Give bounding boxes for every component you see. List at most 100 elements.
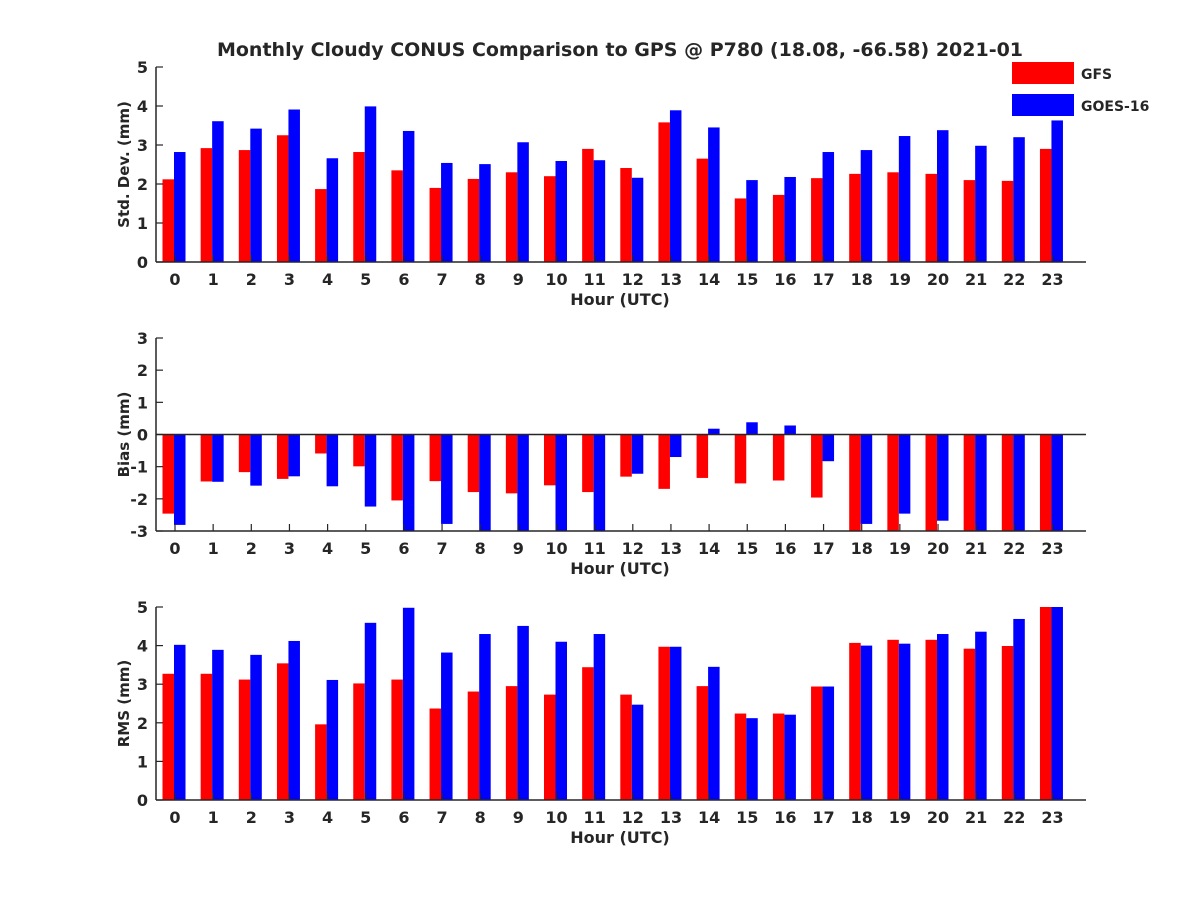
bar-goes-16-p0-h22 bbox=[1013, 137, 1025, 262]
x-tick-label: 18 bbox=[851, 808, 873, 827]
bar-goes-16-p2-h2 bbox=[250, 654, 262, 800]
bar-gfs-p1-h8 bbox=[467, 434, 480, 493]
y-tick-label: -1 bbox=[130, 458, 148, 477]
bar-goes-16-p1-h10 bbox=[555, 434, 567, 531]
x-axis-label: Hour (UTC) bbox=[570, 828, 670, 847]
x-tick-label: 20 bbox=[927, 539, 949, 558]
x-tick-label: 19 bbox=[889, 808, 911, 827]
x-tick-label: 4 bbox=[322, 539, 333, 558]
bar-gfs-p2-h5 bbox=[353, 683, 365, 800]
x-tick-label: 5 bbox=[360, 808, 371, 827]
bar-gfs-p0-h13 bbox=[658, 122, 670, 262]
bar-goes-16-p2-h11 bbox=[593, 634, 606, 800]
chart-title: Monthly Cloudy CONUS Comparison to GPS @… bbox=[217, 39, 1023, 61]
x-tick-label: 20 bbox=[927, 270, 949, 289]
bar-gfs-p1-h2 bbox=[238, 434, 251, 473]
legend-label-gfs: GFS bbox=[1081, 67, 1112, 83]
x-tick-label: 8 bbox=[475, 270, 486, 289]
bar-gfs-p0-h17 bbox=[811, 178, 823, 262]
x-tick-label: 13 bbox=[660, 539, 682, 558]
y-axis-label: Std. Dev. (mm) bbox=[115, 101, 133, 228]
x-tick-label: 10 bbox=[545, 270, 567, 289]
bar-gfs-p1-h5 bbox=[353, 434, 365, 467]
bar-gfs-p2-h4 bbox=[315, 724, 327, 800]
bar-gfs-p0-h1 bbox=[200, 148, 213, 262]
bar-goes-16-p0-h0 bbox=[174, 152, 186, 262]
x-tick-label: 21 bbox=[965, 808, 987, 827]
y-tick-label: 0 bbox=[137, 791, 148, 810]
bar-goes-16-p0-h10 bbox=[555, 160, 567, 262]
bar-goes-16-p1-h16 bbox=[784, 425, 796, 435]
x-tick-label: 16 bbox=[774, 539, 796, 558]
x-tick-label: 4 bbox=[322, 270, 333, 289]
y-tick-label: 5 bbox=[137, 58, 148, 77]
x-tick-label: 21 bbox=[965, 270, 987, 289]
bar-goes-16-p0-h4 bbox=[326, 158, 339, 262]
bar-goes-16-p2-h1 bbox=[212, 649, 224, 800]
bar-goes-16-p2-h19 bbox=[898, 643, 911, 800]
x-tick-label: 11 bbox=[584, 270, 606, 289]
bar-goes-16-p2-h22 bbox=[1013, 618, 1025, 800]
bar-goes-16-p1-h7 bbox=[441, 434, 453, 524]
bar-gfs-p1-h11 bbox=[582, 434, 594, 493]
bar-gfs-p2-h22 bbox=[1001, 645, 1014, 800]
bar-gfs-p0-h4 bbox=[315, 189, 327, 262]
bar-goes-16-p2-h6 bbox=[402, 607, 415, 800]
bar-gfs-p2-h13 bbox=[658, 646, 670, 800]
x-axis-label: Hour (UTC) bbox=[570, 559, 670, 578]
bar-gfs-p2-h16 bbox=[772, 713, 785, 800]
x-tick-label: 18 bbox=[851, 270, 873, 289]
y-tick-label: 3 bbox=[137, 329, 148, 348]
x-tick-label: 9 bbox=[513, 539, 524, 558]
bar-gfs-p0-h21 bbox=[963, 180, 976, 262]
bar-goes-16-p1-h1 bbox=[212, 434, 224, 482]
x-tick-label: 5 bbox=[360, 539, 371, 558]
bar-gfs-p1-h18 bbox=[849, 434, 861, 531]
bar-gfs-p0-h20 bbox=[925, 173, 937, 262]
y-tick-label: 4 bbox=[137, 637, 148, 656]
bar-goes-16-p1-h17 bbox=[822, 434, 835, 462]
bar-gfs-p1-h1 bbox=[200, 434, 213, 482]
bar-goes-16-p0-h3 bbox=[288, 109, 300, 262]
bar-gfs-p1-h6 bbox=[391, 434, 403, 501]
bar-goes-16-p0-h6 bbox=[402, 130, 415, 262]
x-tick-label: 3 bbox=[284, 808, 295, 827]
legend-label-goes-16: GOES-16 bbox=[1081, 99, 1149, 115]
bar-goes-16-p1-h12 bbox=[631, 434, 644, 474]
bar-gfs-p1-h10 bbox=[544, 434, 556, 486]
y-tick-label: 0 bbox=[137, 426, 148, 445]
x-tick-label: 14 bbox=[698, 808, 720, 827]
x-tick-label: 16 bbox=[774, 808, 796, 827]
x-tick-label: 9 bbox=[513, 808, 524, 827]
bar-goes-16-p2-h16 bbox=[784, 714, 796, 800]
bar-goes-16-p1-h5 bbox=[364, 434, 377, 507]
y-axis-label: RMS (mm) bbox=[115, 660, 133, 747]
x-tick-label: 23 bbox=[1041, 808, 1063, 827]
bar-goes-16-p1-h22 bbox=[1013, 434, 1025, 531]
x-tick-label: 15 bbox=[736, 808, 758, 827]
x-tick-label: 12 bbox=[622, 539, 644, 558]
y-tick-label: 4 bbox=[137, 97, 148, 116]
bar-goes-16-p1-h11 bbox=[593, 434, 606, 531]
bar-goes-16-p1-h6 bbox=[402, 434, 415, 531]
x-tick-label: 1 bbox=[208, 808, 219, 827]
x-tick-label: 18 bbox=[851, 539, 873, 558]
bar-gfs-p2-h23 bbox=[1039, 607, 1052, 800]
x-tick-label: 17 bbox=[812, 270, 834, 289]
bar-goes-16-p2-h8 bbox=[479, 634, 491, 800]
x-tick-label: 9 bbox=[513, 270, 524, 289]
legend-swatch-goes-16 bbox=[1012, 94, 1074, 116]
bar-goes-16-p2-h13 bbox=[669, 646, 682, 800]
x-tick-label: 8 bbox=[475, 808, 486, 827]
x-tick-label: 1 bbox=[208, 270, 219, 289]
bar-goes-16-p1-h2 bbox=[250, 434, 262, 486]
bar-gfs-p0-h6 bbox=[391, 170, 403, 262]
x-tick-label: 2 bbox=[246, 808, 257, 827]
bar-gfs-p0-h11 bbox=[582, 148, 594, 262]
bar-goes-16-p2-h17 bbox=[822, 686, 835, 800]
bar-goes-16-p0-h19 bbox=[898, 136, 911, 262]
x-tick-label: 15 bbox=[736, 270, 758, 289]
x-tick-label: 0 bbox=[169, 808, 180, 827]
bar-gfs-p1-h15 bbox=[734, 434, 747, 484]
